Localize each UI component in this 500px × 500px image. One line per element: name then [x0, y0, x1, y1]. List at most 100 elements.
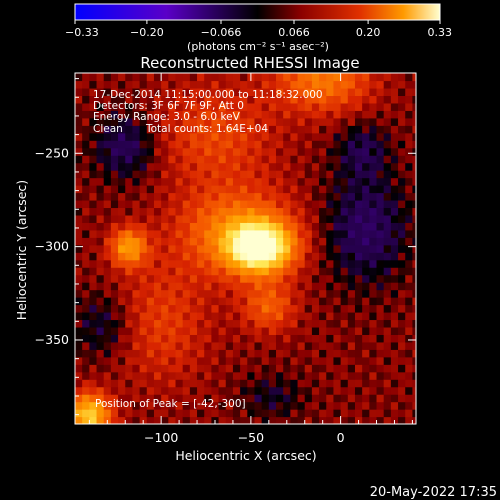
heatmap-cell [146, 185, 155, 194]
heatmap-cell [383, 416, 392, 424]
heatmap-cell [225, 222, 234, 231]
heatmap-cell [110, 199, 119, 209]
heatmap-cell [362, 207, 370, 216]
heatmap-cell [340, 132, 349, 141]
heatmap-cell [304, 95, 313, 104]
heatmap-cell [268, 147, 277, 156]
heatmap-cell [319, 401, 327, 410]
heatmap-cell [110, 162, 119, 171]
heatmap-cell [103, 162, 112, 171]
heatmap-cell [89, 401, 98, 410]
heatmap-cell [225, 237, 234, 246]
heatmap-cell [412, 199, 416, 209]
heatmap-cell [197, 80, 205, 89]
heatmap-cell [232, 252, 241, 261]
heatmap-cell [118, 140, 126, 149]
heatmap-cell [146, 237, 155, 246]
heatmap-cell [204, 177, 212, 186]
heatmap-cell [390, 132, 399, 141]
heatmap-cell [362, 222, 370, 231]
heatmap-cell [247, 110, 256, 119]
heatmap-cell [197, 364, 205, 373]
heatmap-cell [383, 289, 392, 298]
heatmap-cell [347, 394, 356, 403]
heatmap-cell [290, 244, 299, 253]
annotations: 17-Dec-2014 11:15:00.000 to 11:18:32.000… [93, 89, 323, 410]
heatmap-cell [354, 125, 363, 134]
heatmap-cell [304, 371, 313, 380]
heatmap-cell [240, 267, 248, 276]
heatmap-cell [297, 192, 306, 201]
heatmap-cell [261, 73, 270, 82]
heatmap-cell [276, 170, 284, 179]
heatmap-cell [390, 125, 399, 134]
heatmap-cell [197, 87, 205, 97]
heatmap-cell [232, 222, 241, 231]
heatmap-cell [333, 326, 342, 335]
heatmap-cell [75, 409, 83, 418]
heatmap-cell [96, 394, 105, 403]
heatmap-cell [161, 297, 169, 306]
heatmap-cell [354, 297, 363, 306]
heatmap-cell [412, 319, 416, 328]
heatmap-cell [362, 140, 370, 149]
heatmap-cell [347, 364, 356, 373]
heatmap-cell [75, 170, 83, 179]
heatmap-cell [354, 117, 363, 126]
heatmap-cell [75, 252, 83, 261]
heatmap-cell [311, 244, 320, 253]
heatmap-cell [347, 334, 356, 343]
heatmap-cell [168, 386, 177, 395]
heatmap-cell [218, 341, 227, 350]
heatmap-cell [225, 267, 234, 276]
heatmap-cell [268, 311, 277, 321]
heatmap-cell [89, 379, 98, 388]
heatmap-cell [261, 125, 270, 134]
heatmap-cell [232, 416, 241, 424]
heatmap-cell [240, 341, 248, 350]
heatmap-cell [182, 73, 191, 82]
heatmap-cell [125, 207, 134, 216]
heatmap-cell [333, 110, 342, 119]
heatmap-cell [354, 147, 363, 156]
heatmap-cell [182, 140, 191, 149]
heatmap-cell [118, 326, 126, 335]
heatmap-cell [311, 386, 320, 395]
heatmap-cell [168, 319, 177, 328]
heatmap-cell [89, 229, 98, 238]
heatmap-cell [247, 356, 256, 365]
heatmap-cell [319, 394, 327, 403]
heatmap-cell [75, 125, 83, 134]
heatmap-cell [110, 185, 119, 194]
heatmap-cell [82, 252, 90, 261]
heatmap-cell [376, 371, 385, 380]
heatmap-cell [390, 110, 399, 119]
heatmap-cell [405, 341, 414, 350]
heatmap-cell [354, 319, 363, 328]
heatmap-cell [390, 379, 399, 388]
heatmap-cell [132, 334, 141, 343]
heatmap-cell [276, 73, 284, 82]
heatmap-cell [218, 244, 227, 253]
heatmap-cell [283, 110, 291, 119]
heatmap-cell [103, 409, 112, 418]
heatmap-cell [125, 132, 134, 141]
heatmap-cell [232, 319, 241, 328]
heatmap-cell [319, 244, 327, 253]
heatmap-cell [204, 409, 212, 418]
heatmap-cell [283, 192, 291, 201]
heatmap-cell [82, 207, 90, 216]
heatmap-cell [304, 259, 313, 268]
heatmap-cell [347, 267, 356, 276]
heatmap-cell [168, 140, 177, 149]
heatmap-cell [146, 117, 155, 126]
heatmap-cell [354, 214, 363, 223]
heatmap-cell [132, 297, 141, 306]
heatmap-cell [390, 304, 399, 313]
heatmap-cell [89, 147, 98, 156]
heatmap-cell [218, 356, 227, 365]
heatmap-cell [304, 110, 313, 119]
heatmap-cell [168, 267, 177, 276]
heatmap-cell [168, 371, 177, 380]
heatmap-cell [161, 222, 169, 231]
